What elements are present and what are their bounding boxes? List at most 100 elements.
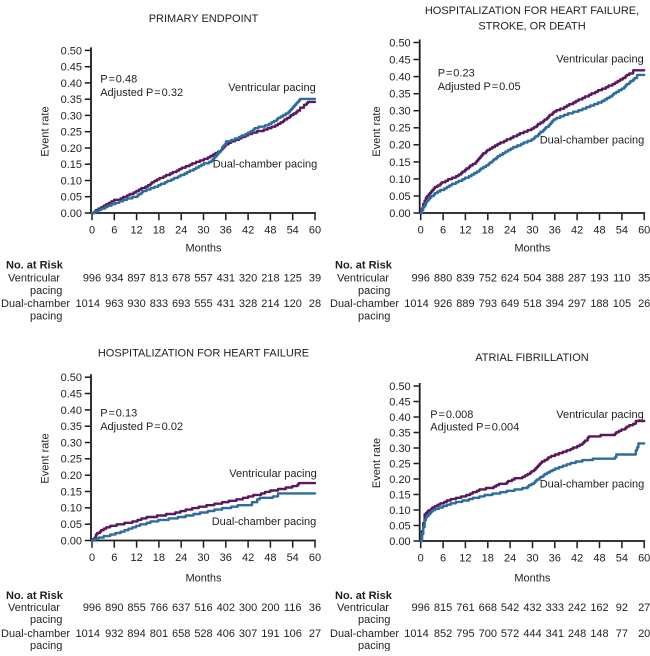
svg-text:700: 700	[479, 628, 497, 640]
svg-text:20: 20	[638, 628, 650, 640]
svg-text:444: 444	[523, 628, 541, 640]
svg-text:0.20: 0.20	[389, 140, 410, 152]
svg-text:54: 54	[287, 552, 299, 564]
svg-text:0.35: 0.35	[389, 89, 410, 101]
svg-text:300: 300	[239, 602, 257, 614]
svg-text:P = 0.23: P = 0.23	[438, 67, 475, 79]
svg-text:Months: Months	[514, 243, 551, 255]
svg-text:394: 394	[546, 298, 564, 310]
svg-text:432: 432	[523, 602, 541, 614]
svg-text:pacing: pacing	[30, 311, 62, 323]
svg-text:Ventricular: Ventricular	[337, 273, 389, 285]
svg-text:12: 12	[130, 225, 142, 237]
svg-text:Dual-chamber pacing: Dual-chamber pacing	[540, 135, 645, 147]
svg-text:0.35: 0.35	[61, 421, 82, 433]
svg-text:48: 48	[264, 225, 276, 237]
svg-text:pacing: pacing	[358, 311, 390, 323]
svg-text:200: 200	[261, 602, 279, 614]
svg-text:0.05: 0.05	[61, 519, 82, 531]
svg-text:148: 148	[590, 628, 608, 640]
svg-text:Event rate: Event rate	[40, 106, 52, 156]
svg-text:0.45: 0.45	[389, 396, 410, 408]
svg-text:27: 27	[309, 628, 321, 640]
svg-text:0.15: 0.15	[61, 159, 82, 171]
svg-text:668: 668	[479, 602, 497, 614]
svg-text:106: 106	[284, 628, 302, 640]
svg-text:35: 35	[638, 273, 650, 285]
svg-text:0.50: 0.50	[61, 372, 82, 384]
svg-text:1014: 1014	[404, 628, 428, 640]
svg-text:518: 518	[523, 298, 541, 310]
svg-text:0.10: 0.10	[61, 503, 82, 515]
svg-text:0.25: 0.25	[61, 127, 82, 139]
svg-text:996: 996	[83, 602, 101, 614]
svg-text:341: 341	[546, 628, 564, 640]
svg-text:Adjusted P = 0.02: Adjusted P = 0.02	[100, 421, 183, 433]
svg-text:P = 0.008: P = 0.008	[430, 409, 473, 421]
svg-text:0.05: 0.05	[61, 192, 82, 204]
svg-text:0.15: 0.15	[61, 486, 82, 498]
svg-text:0.40: 0.40	[61, 405, 82, 417]
svg-text:333: 333	[546, 602, 564, 614]
svg-text:Dual-chamber: Dual-chamber	[1, 628, 70, 640]
svg-text:218: 218	[261, 273, 279, 285]
svg-text:PRIMARY ENDPOINT: PRIMARY ENDPOINT	[149, 13, 259, 25]
svg-text:248: 248	[568, 628, 586, 640]
svg-text:24: 24	[175, 552, 187, 564]
svg-text:766: 766	[150, 602, 168, 614]
svg-text:889: 889	[456, 298, 474, 310]
svg-text:406: 406	[217, 628, 235, 640]
svg-text:Dual-chamber: Dual-chamber	[330, 298, 399, 310]
svg-text:431: 431	[217, 273, 235, 285]
svg-text:6: 6	[440, 553, 446, 565]
svg-text:36: 36	[549, 553, 561, 565]
svg-text:60: 60	[309, 552, 321, 564]
svg-text:0.25: 0.25	[389, 458, 410, 470]
svg-text:402: 402	[217, 602, 235, 614]
svg-text:24: 24	[504, 553, 516, 565]
svg-text:30: 30	[526, 553, 538, 565]
svg-text:693: 693	[172, 298, 190, 310]
svg-text:HOSPITALIZATION FOR HEART FAIL: HOSPITALIZATION FOR HEART FAILURE	[98, 348, 309, 360]
svg-text:HOSPITALIZATION FOR HEART FAIL: HOSPITALIZATION FOR HEART FAILURE,	[425, 5, 639, 17]
svg-text:Ventricular pacing: Ventricular pacing	[556, 409, 643, 421]
svg-text:36: 36	[220, 225, 232, 237]
svg-text:795: 795	[456, 628, 474, 640]
svg-text:54: 54	[616, 553, 628, 565]
svg-text:815: 815	[434, 602, 452, 614]
svg-text:624: 624	[501, 273, 519, 285]
svg-text:110: 110	[613, 273, 631, 285]
svg-text:No. at Risk: No. at Risk	[335, 590, 393, 602]
svg-text:30: 30	[526, 225, 538, 237]
svg-text:0.40: 0.40	[389, 72, 410, 84]
svg-text:839: 839	[456, 273, 474, 285]
svg-text:42: 42	[571, 553, 583, 565]
svg-text:1014: 1014	[76, 298, 100, 310]
svg-text:Ventricular pacing: Ventricular pacing	[229, 468, 316, 480]
svg-text:932: 932	[105, 628, 123, 640]
svg-text:193: 193	[590, 273, 608, 285]
svg-text:STROKE, OR DEATH: STROKE, OR DEATH	[478, 21, 585, 33]
svg-text:0: 0	[89, 225, 95, 237]
svg-text:pacing: pacing	[358, 640, 390, 651]
svg-text:105: 105	[613, 298, 631, 310]
svg-text:0.50: 0.50	[61, 45, 82, 57]
svg-text:852: 852	[434, 628, 452, 640]
svg-text:39: 39	[309, 273, 321, 285]
svg-text:658: 658	[172, 628, 190, 640]
svg-text:pacing: pacing	[30, 285, 62, 297]
svg-text:Months: Months	[185, 573, 222, 585]
svg-text:0.50: 0.50	[389, 37, 410, 49]
svg-text:18: 18	[153, 552, 165, 564]
svg-text:0.40: 0.40	[61, 78, 82, 90]
svg-text:214: 214	[261, 298, 279, 310]
svg-text:0.00: 0.00	[389, 536, 410, 548]
svg-text:12: 12	[130, 552, 142, 564]
svg-text:1014: 1014	[76, 628, 100, 640]
svg-text:42: 42	[571, 225, 583, 237]
svg-text:6: 6	[111, 552, 117, 564]
svg-text:504: 504	[523, 273, 541, 285]
svg-text:0.20: 0.20	[389, 474, 410, 486]
svg-text:27: 27	[638, 602, 650, 614]
svg-text:No. at Risk: No. at Risk	[6, 590, 64, 602]
